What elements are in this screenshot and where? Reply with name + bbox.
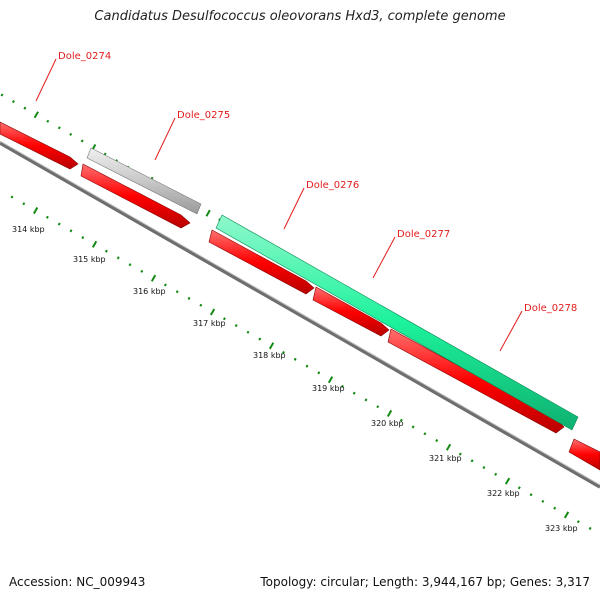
major-tick	[33, 207, 39, 215]
tick-label: 321 kbp	[429, 454, 462, 463]
minor-tick	[128, 263, 132, 267]
gene-label-dole-0278[interactable]: Dole_0278	[524, 303, 577, 314]
minor-tick	[246, 330, 250, 334]
minor-tick	[588, 526, 592, 530]
gene-cds-dole-0277[interactable]	[312, 286, 390, 337]
gene-label-dole-0274[interactable]: Dole_0274	[58, 51, 111, 62]
minor-tick	[376, 405, 380, 409]
minor-tick	[22, 202, 26, 206]
inner-tick-ring	[10, 195, 592, 530]
minor-tick	[576, 520, 580, 524]
minor-tick	[352, 391, 356, 395]
minor-tick	[116, 256, 120, 260]
minor-tick	[281, 351, 285, 355]
gene-label-leader	[35, 58, 57, 102]
minor-tick	[258, 337, 262, 341]
minor-tick	[234, 324, 238, 328]
genome-summary-text: Topology: circular; Length: 3,944,167 bp…	[260, 575, 590, 589]
minor-tick	[364, 398, 368, 402]
minor-tick	[482, 466, 486, 470]
major-tick	[209, 308, 216, 316]
gene-label-leader	[283, 187, 305, 230]
minor-tick	[494, 472, 498, 476]
minor-tick	[423, 432, 427, 436]
major-tick	[563, 511, 570, 519]
major-tick	[91, 240, 98, 248]
gene-label-dole-0275[interactable]: Dole_0275	[177, 110, 230, 121]
gene-label-leader	[499, 310, 523, 352]
genome-backbone	[0, 141, 600, 489]
minor-tick	[104, 249, 108, 253]
minor-tick	[163, 283, 167, 287]
minor-tick	[46, 119, 50, 123]
major-tick	[504, 477, 511, 485]
accession-text: Accession: NC_009943	[9, 575, 146, 589]
minor-tick	[199, 303, 203, 307]
gene-cds-after-0278[interactable]	[568, 438, 600, 471]
gene-pseudo-dole-0275[interactable]	[86, 147, 202, 215]
major-tick	[327, 376, 334, 384]
minor-tick	[435, 439, 439, 443]
gene-label-leader	[154, 117, 176, 161]
gene-cds-dole-0276[interactable]	[208, 229, 315, 295]
minor-tick	[80, 139, 84, 143]
minor-tick	[187, 296, 191, 300]
tick-label: 319 kbp	[312, 384, 345, 393]
minor-tick	[175, 290, 179, 294]
gene-label-dole-0276[interactable]: Dole_0276	[306, 180, 359, 191]
minor-tick	[81, 236, 85, 240]
minor-tick	[57, 126, 61, 130]
minor-tick	[12, 100, 15, 104]
major-tick	[386, 409, 393, 417]
minor-tick	[293, 357, 297, 361]
minor-tick	[0, 93, 4, 97]
minor-tick	[553, 506, 557, 510]
minor-tick	[45, 215, 49, 219]
minor-tick	[517, 486, 521, 490]
gene-label-leader	[372, 236, 396, 279]
major-tick	[445, 443, 452, 451]
minor-tick	[470, 459, 474, 463]
tick-label: 316 kbp	[133, 287, 166, 296]
major-tick	[268, 342, 275, 350]
gene-rna-dole-0277[interactable]	[215, 214, 579, 431]
minor-tick	[458, 452, 462, 456]
tick-label: 318 kbp	[253, 351, 286, 360]
tick-label: 320 kbp	[371, 419, 404, 428]
minor-tick	[140, 269, 144, 273]
minor-tick	[529, 493, 533, 497]
major-tick	[33, 111, 39, 119]
tick-label: 322 kbp	[487, 489, 520, 498]
gene-label-dole-0277[interactable]: Dole_0277	[397, 229, 450, 240]
gene-cds-before-0274[interactable]	[0, 121, 79, 170]
gene-cds-dole-0275[interactable]	[80, 163, 191, 229]
genome-backbone-highlight	[0, 140, 600, 486]
minor-tick	[57, 222, 61, 226]
major-tick	[205, 209, 211, 217]
minor-tick	[69, 229, 73, 233]
minor-tick	[340, 384, 344, 388]
tick-label: 315 kbp	[73, 255, 106, 264]
minor-tick	[69, 132, 73, 136]
tick-label: 317 kbp	[193, 319, 226, 328]
tick-label: 323 kbp	[545, 524, 578, 533]
minor-tick	[10, 195, 14, 199]
minor-tick	[541, 499, 545, 503]
minor-tick	[411, 425, 415, 429]
minor-tick	[399, 418, 403, 422]
minor-tick	[305, 364, 309, 368]
minor-tick	[23, 106, 27, 110]
major-tick	[150, 274, 157, 282]
minor-tick	[222, 317, 226, 321]
tick-label: 314 kbp	[12, 225, 45, 234]
minor-tick	[317, 371, 321, 375]
map-title: Candidatus Desulfococcus oleovorans Hxd3…	[94, 9, 506, 24]
